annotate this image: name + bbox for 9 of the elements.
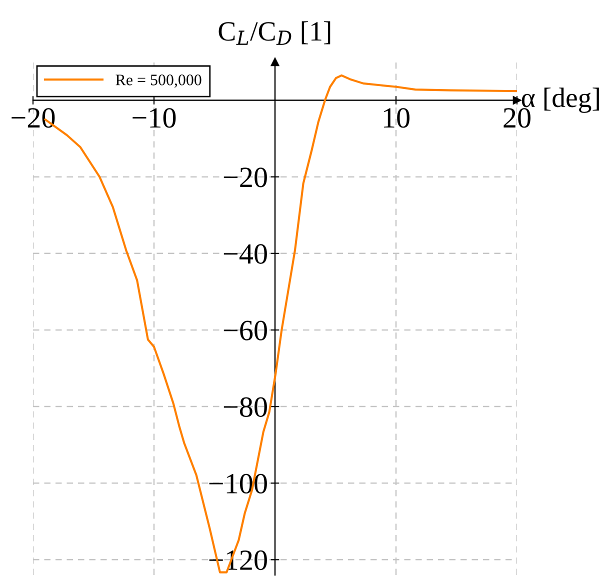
legend-label: Re = 500,000 [116,74,202,88]
x-tick-label: −20 [12,108,55,128]
x-tick-label: −10 [132,108,176,128]
y-tick-label: −80 [224,397,267,417]
y-tick-label: −40 [224,244,267,264]
y-tick-label: −20 [224,168,267,188]
y-tick-label: −60 [224,320,267,340]
y-axis-title: C$_{L}$/C$_{D}$ [1] [218,21,330,45]
x-tick-label: 10 [384,108,410,128]
